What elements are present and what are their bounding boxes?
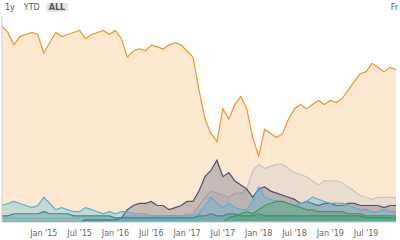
html-text:1y: 1y (5, 2, 15, 12)
svg-text:Jul '19: Jul '19 (353, 229, 379, 238)
svg-text:Jan '17: Jan '17 (172, 229, 200, 238)
svg-text:Jul '17: Jul '17 (210, 229, 236, 238)
svg-text:Jul '15: Jul '15 (66, 229, 92, 238)
svg-text:Jan '19: Jan '19 (316, 229, 344, 238)
html-text:ALL: ALL (48, 2, 66, 12)
svg-text:Jan '15: Jan '15 (29, 229, 57, 238)
svg-text:Jul '16: Jul '16 (138, 229, 164, 238)
svg-text:Jul '18: Jul '18 (281, 229, 307, 238)
html-text:Fr: Fr (390, 2, 398, 12)
html-text:YTD: YTD (23, 2, 40, 12)
svg-text:Jan '16: Jan '16 (101, 229, 129, 238)
svg-text:Jan '18: Jan '18 (244, 229, 272, 238)
